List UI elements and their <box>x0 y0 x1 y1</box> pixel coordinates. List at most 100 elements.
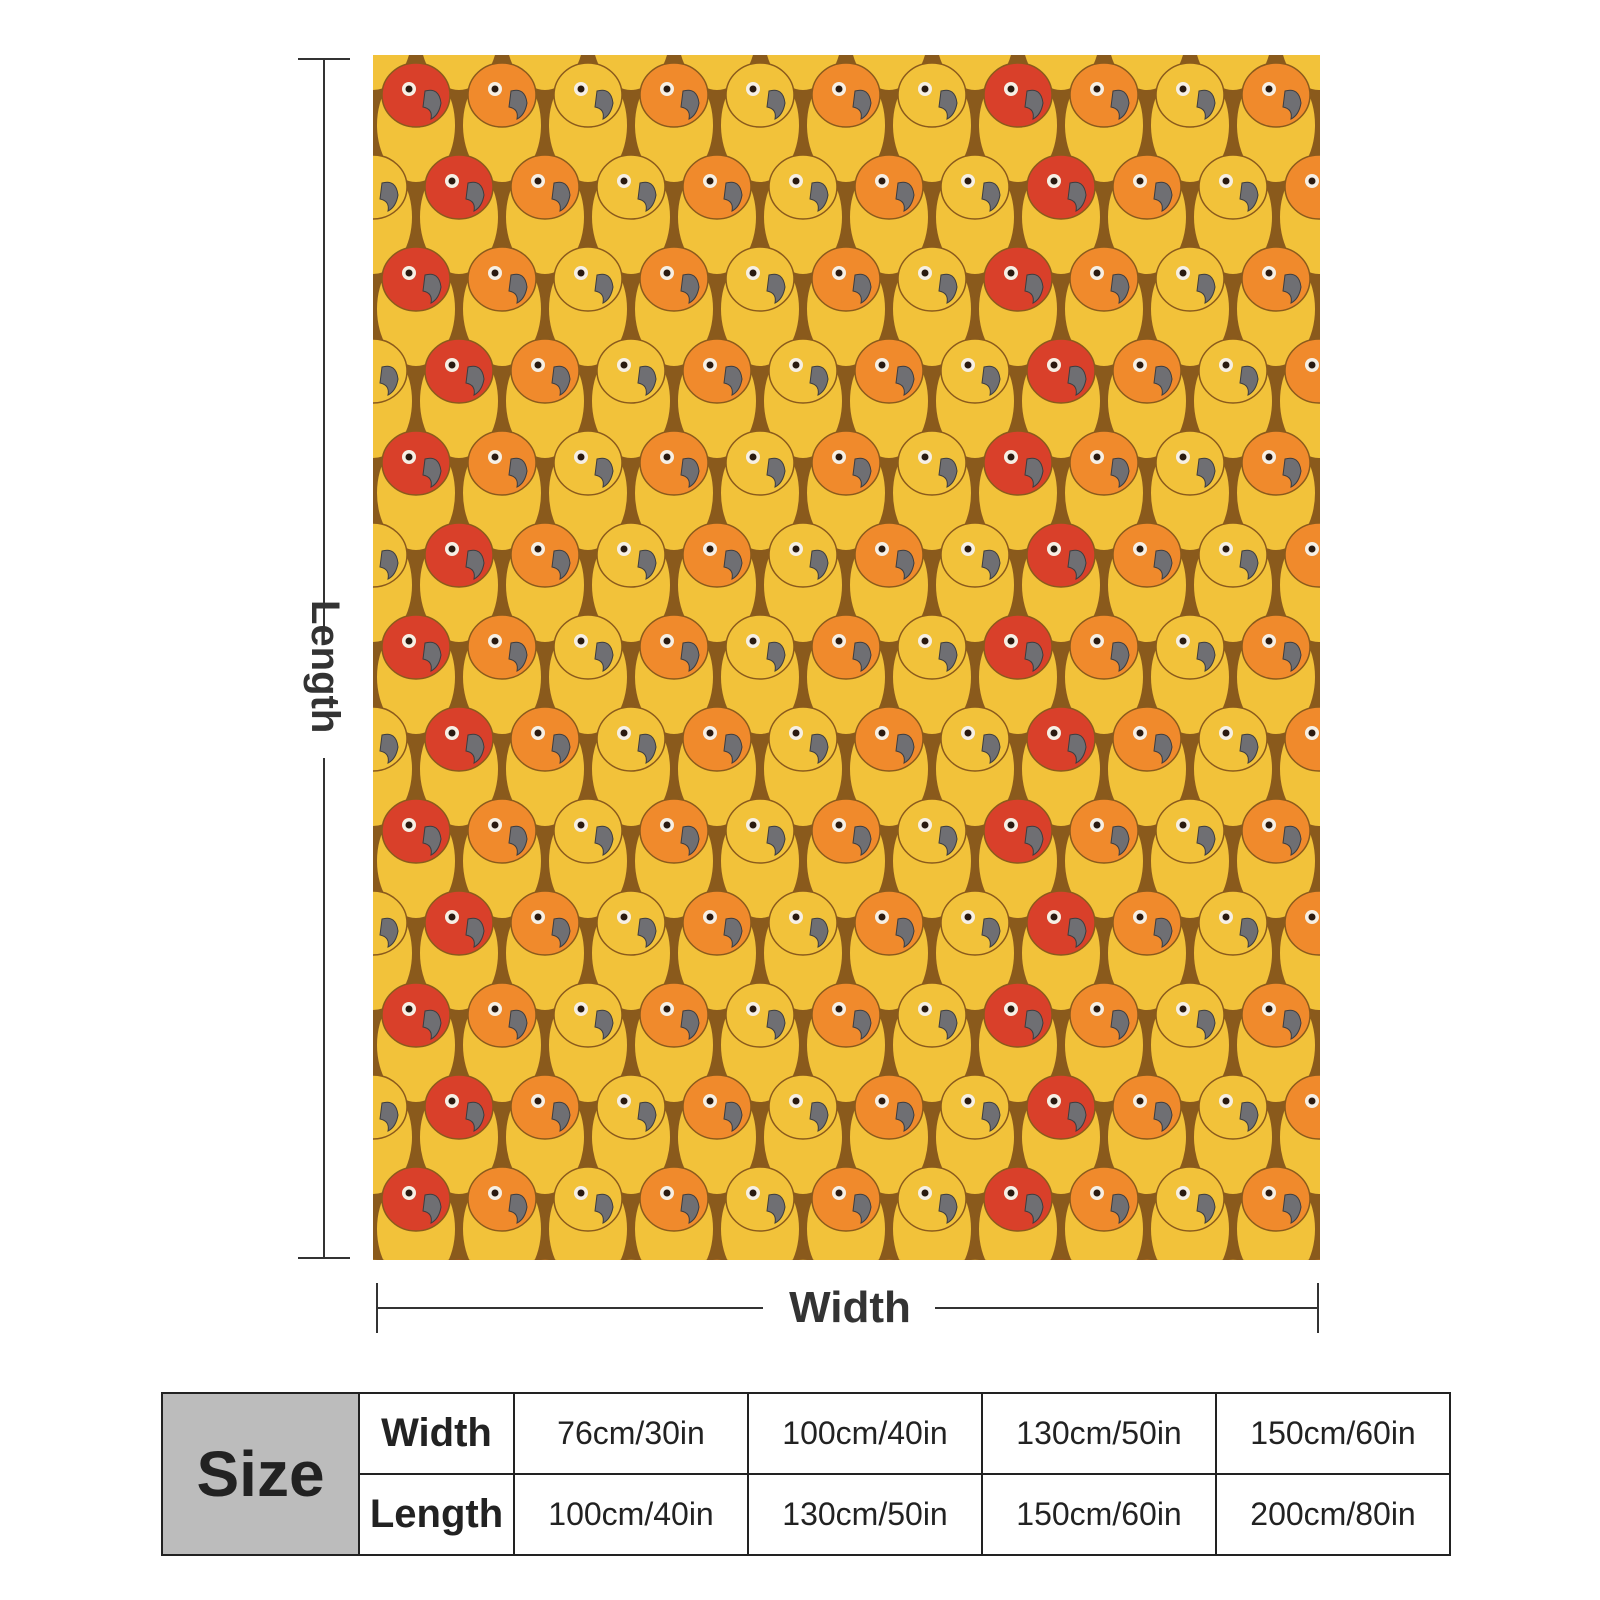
parrot-motif <box>1063 614 1145 736</box>
parrot-motif <box>676 338 758 460</box>
parrot-motif <box>418 1074 500 1196</box>
parrot-motif <box>461 614 543 736</box>
parrot-motif <box>1235 62 1317 184</box>
parrot-motif <box>461 62 543 184</box>
size-cell: 200cm/80in <box>1215 1473 1451 1556</box>
parrot-motif <box>633 62 715 184</box>
parrot-motif <box>1106 890 1188 1012</box>
parrot-motif <box>891 430 973 552</box>
parrot-motif <box>805 614 887 736</box>
parrot-motif <box>590 890 672 1012</box>
parrot-motif <box>1235 246 1317 368</box>
size-cell: 130cm/50in <box>981 1392 1217 1475</box>
parrot-motif <box>375 1166 457 1260</box>
size-cell: 150cm/60in <box>1215 1392 1451 1475</box>
parrot-motif <box>504 1074 586 1196</box>
parrot-motif <box>373 154 414 276</box>
parrot-motif <box>676 154 758 276</box>
width-label: Width <box>789 1283 911 1332</box>
parrot-motif <box>1063 246 1145 368</box>
size-cell: 76cm/30in <box>513 1392 749 1475</box>
parrot-motif <box>375 430 457 552</box>
parrot-motif <box>373 706 414 828</box>
parrot-motif <box>1106 338 1188 460</box>
parrot-motif <box>977 614 1059 736</box>
parrot-motif <box>848 1074 930 1196</box>
parrot-motif <box>461 982 543 1104</box>
length-line-upper <box>323 59 325 631</box>
parrot-motif <box>1020 706 1102 828</box>
parrot-motif <box>1106 154 1188 276</box>
parrot-motif <box>1020 522 1102 644</box>
parrot-motif <box>547 1166 629 1260</box>
parrot-motif <box>1063 798 1145 920</box>
parrot-motif <box>373 522 414 644</box>
parrot-motif <box>1106 1074 1188 1196</box>
parrot-motif <box>1135 1258 1159 1260</box>
parrot-motif <box>762 1074 844 1196</box>
parrot-motif <box>676 522 758 644</box>
parrot-motif <box>719 1166 801 1260</box>
parrot-motif <box>705 1258 729 1260</box>
parrot-motif <box>891 982 973 1104</box>
parrot-motif <box>547 430 629 552</box>
parrot-motif <box>977 798 1059 920</box>
parrot-motif <box>633 798 715 920</box>
parrot-motif <box>373 1074 414 1196</box>
parrot-motif <box>877 1258 901 1260</box>
parrot-motif <box>1063 62 1145 184</box>
parrot-motif <box>1278 890 1320 1012</box>
parrot-motif <box>504 522 586 644</box>
parrot-motif <box>934 890 1016 1012</box>
parrot-motif <box>1235 982 1317 1104</box>
parrot-motif <box>418 522 500 644</box>
parrot-motif <box>1235 798 1317 920</box>
parrot-motif <box>934 338 1016 460</box>
parrot-motif <box>1149 614 1231 736</box>
parrot-motif <box>762 890 844 1012</box>
size-header: Size <box>161 1392 360 1556</box>
parrot-motif <box>848 154 930 276</box>
parrot-motif <box>719 614 801 736</box>
parrot-motif <box>373 890 414 1012</box>
parrot-motif <box>805 982 887 1104</box>
parrot-motif <box>934 154 1016 276</box>
parrot-motif <box>1192 1074 1274 1196</box>
parrot-motif <box>373 1258 385 1260</box>
length-label: Length <box>303 600 347 734</box>
parrot-motif <box>1192 706 1274 828</box>
parrot-motif <box>375 62 457 184</box>
parrot-motif <box>977 982 1059 1104</box>
parrot-motif <box>1235 614 1317 736</box>
parrot-motif <box>1020 154 1102 276</box>
parrot-motif <box>977 1166 1059 1260</box>
parrot-motif <box>719 246 801 368</box>
parrot-motif <box>375 614 457 736</box>
parrot-motif <box>1192 338 1274 460</box>
parrot-motif <box>805 246 887 368</box>
parrot-motif <box>533 1258 557 1260</box>
parrot-motif <box>633 1166 715 1260</box>
parrot-motif <box>805 430 887 552</box>
parrot-motif <box>848 338 930 460</box>
parrot-motif <box>590 1074 672 1196</box>
parrot-motif <box>1020 338 1102 460</box>
parrot-motif <box>891 614 973 736</box>
parrot-motif <box>891 798 973 920</box>
parrot-motif <box>1063 1166 1145 1260</box>
parrot-motif <box>805 62 887 184</box>
parrot-motif <box>1149 246 1231 368</box>
blanket-product-image <box>373 55 1320 1260</box>
parrot-motif <box>676 706 758 828</box>
parrot-motif <box>547 246 629 368</box>
parrot-motif <box>447 1258 471 1260</box>
parrot-motif <box>762 706 844 828</box>
parrot-motif <box>375 246 457 368</box>
size-cell: 130cm/50in <box>747 1473 983 1556</box>
parrot-motif <box>805 798 887 920</box>
parrot-motif <box>418 890 500 1012</box>
parrot-motif <box>590 706 672 828</box>
parrot-motif <box>633 982 715 1104</box>
parrot-motif <box>719 62 801 184</box>
parrot-motif <box>461 1166 543 1260</box>
